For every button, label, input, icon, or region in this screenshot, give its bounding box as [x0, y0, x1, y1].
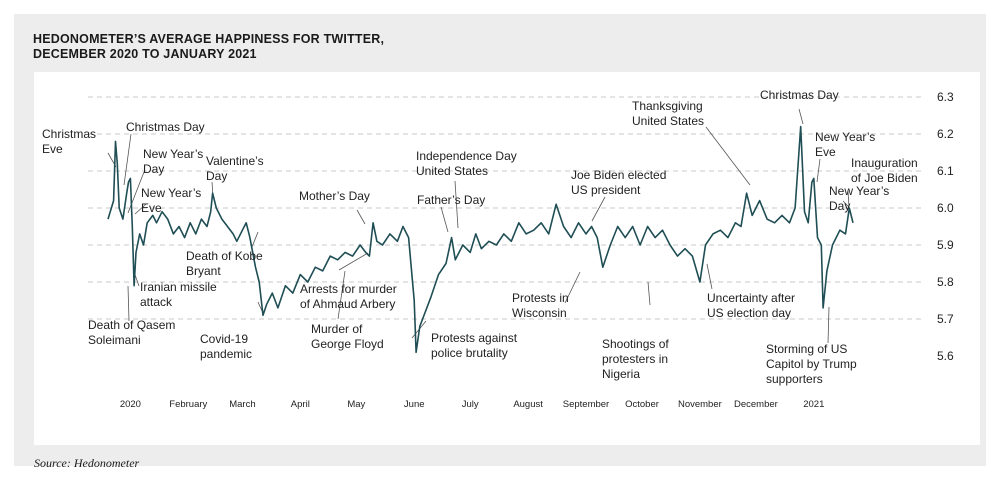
annotation-leader — [440, 206, 449, 233]
x-tick-label: March — [229, 399, 255, 410]
annotation-label: New Year’s Eve — [815, 130, 875, 159]
annotation-label: Father’s Day — [417, 193, 485, 207]
annotation-label: Storming of US Capitol by Trump supporters — [766, 342, 857, 386]
happiness-series-line — [107, 125, 854, 354]
annotation-leader — [134, 203, 147, 215]
annotation-leader — [706, 263, 713, 290]
x-tick-label: May — [347, 399, 365, 410]
x-tick-label: July — [462, 399, 479, 410]
annotation-label: Protests against police brutality — [431, 331, 518, 360]
annotation-label: Independence Day United States — [416, 149, 517, 178]
y-tick-label: 6.1 — [937, 164, 954, 178]
annotation-leader — [337, 270, 346, 320]
annotation-leader — [257, 301, 263, 312]
annotation-label: Shootings of protesters in Nigeria — [602, 337, 669, 381]
annotation-leader — [647, 281, 651, 306]
annotation-leader — [847, 190, 850, 208]
annotation-leader — [123, 133, 132, 186]
annotation-label: Arrests for murder of Ahmaud Arbery — [300, 282, 397, 311]
y-tick-label: 6.0 — [937, 201, 954, 215]
annotation-leader — [827, 306, 830, 344]
annotation-leader — [454, 180, 459, 229]
annotation-leaders — [107, 108, 850, 344]
annotation-label: Joe Biden elected US president — [571, 168, 666, 197]
y-tick-label: 6.3 — [937, 90, 954, 104]
annotation-label: Mother’s Day — [299, 189, 370, 203]
x-tick-label: 2020 — [120, 399, 141, 410]
annotation-leader — [798, 108, 804, 125]
annotation-leader — [356, 209, 366, 225]
annotation-label: Murder of George Floyd — [311, 322, 384, 351]
annotation-label: Death of Qasem Soleimani — [88, 318, 175, 347]
annotation-leader — [705, 126, 751, 186]
y-tick-label: 5.6 — [937, 349, 954, 363]
annotation-leader — [816, 158, 821, 183]
x-tick-label: October — [625, 399, 659, 410]
annotation-label: Christmas Eve — [42, 127, 96, 156]
x-tick-label: April — [291, 399, 310, 410]
annotation-label: New Year’s Eve — [141, 186, 201, 215]
grid-lines — [88, 96, 924, 320]
annotation-leader — [564, 271, 581, 304]
y-tick-label: 5.7 — [937, 312, 954, 326]
annotation-leader — [127, 171, 145, 214]
annotation-label: Christmas Day — [126, 120, 205, 134]
annotation-label: Protests in Wisconsin — [512, 291, 569, 320]
y-tick-label: 5.8 — [937, 275, 954, 289]
annotation-leader — [338, 252, 369, 271]
annotation-leader — [842, 200, 850, 208]
chart-title-line-1: HEDONOMETER’S AVERAGE HAPPINESS FOR TWIT… — [33, 32, 385, 46]
annotation-leader — [251, 231, 259, 248]
x-tick-label: December — [734, 399, 778, 410]
annotation-label: Christmas Day — [760, 88, 839, 102]
y-tick-label: 5.9 — [937, 238, 954, 252]
chart-title: HEDONOMETER’S AVERAGE HAPPINESS FOR TWIT… — [33, 32, 633, 62]
annotation-label: Uncertainty after US election day — [707, 291, 795, 320]
annotation-leader — [591, 196, 606, 222]
annotation-label: New Year’s Day — [829, 184, 889, 213]
source-note: Source: Hedonometer — [34, 456, 140, 470]
y-axis-labels: 6.3 6.2 6.1 6.0 5.9 5.8 5.7 5.6 — [937, 90, 954, 363]
annotation-label: Iranian missile attack — [140, 280, 217, 309]
x-tick-label: 2021 — [803, 399, 824, 410]
chart-title-line-2: DECEMBER 2020 TO JANUARY 2021 — [33, 47, 257, 61]
annotation-label: Covid-19 pandemic — [200, 332, 252, 361]
x-axis-labels: 2020 February March April May June July August S… — [120, 399, 825, 410]
annotation-label: Valentine’s Day — [206, 154, 264, 183]
annotation-label: Inauguration of Joe Biden — [851, 156, 918, 185]
x-tick-label: February — [169, 399, 207, 410]
annotation-label: Thanksgiving United States — [632, 99, 704, 128]
x-tick-label: June — [404, 399, 425, 410]
x-tick-label: August — [513, 399, 543, 410]
annotation-label: Death of Kobe Bryant — [186, 249, 263, 278]
y-tick-label: 6.2 — [937, 127, 954, 141]
x-tick-label: September — [563, 399, 609, 410]
annotation-leader — [127, 285, 130, 322]
x-tick-label: November — [678, 399, 722, 410]
annotation-label: New Year’s Day — [143, 147, 203, 176]
